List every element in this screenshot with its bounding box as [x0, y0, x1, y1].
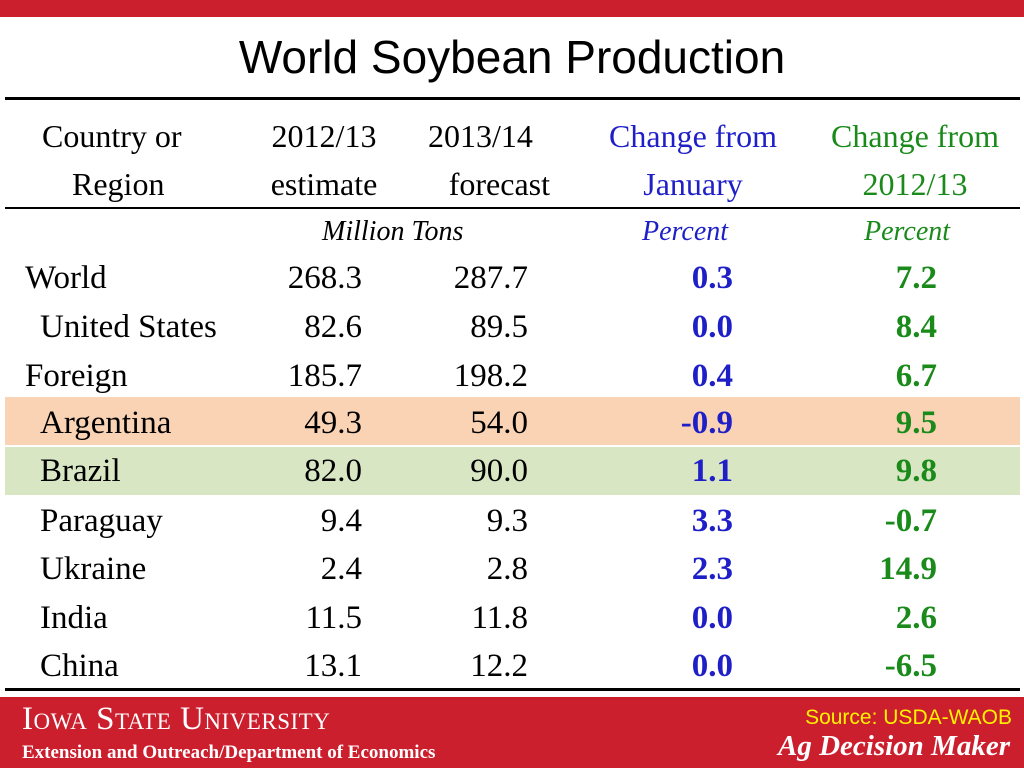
row-forecast: 198.2	[453, 358, 528, 394]
row-forecast: 11.8	[471, 600, 528, 636]
row-change-year: 8.4	[895, 309, 937, 345]
row-change-january: 1.1	[691, 453, 733, 489]
table-row: Foreign 185.7 198.2 0.4 6.7	[0, 352, 1024, 400]
row-estimate: 9.4	[320, 503, 362, 539]
unit-million-tons: Million Tons	[322, 216, 464, 247]
row-change-year: -6.5	[884, 648, 937, 684]
table-top-rule	[5, 97, 1020, 100]
header-estimate: 2012/13 estimate	[270, 118, 378, 202]
row-name: Brazil	[40, 453, 121, 489]
row-name: World	[25, 260, 107, 296]
row-forecast: 287.7	[453, 260, 528, 296]
page-title: World Soybean Production	[238, 31, 786, 83]
row-change-january: 0.3	[691, 260, 733, 296]
row-name: Paraguay	[40, 503, 163, 539]
row-forecast: 89.5	[470, 309, 528, 345]
table-row: India 11.5 11.8 0.0 2.6	[0, 594, 1024, 642]
row-name: United States	[40, 309, 217, 345]
row-change-january: 2.3	[691, 551, 733, 587]
ag-decision-maker-brand: Ag Decision Maker	[778, 730, 1010, 762]
row-estimate: 13.1	[304, 648, 362, 684]
row-change-january: 0.0	[691, 309, 733, 345]
table-row: United States 82.6 89.5 0.0 8.4	[0, 303, 1024, 351]
table-row: Brazil 82.0 90.0 1.1 9.8	[0, 447, 1024, 495]
row-change-year: 9.5	[895, 405, 937, 441]
row-estimate: 82.0	[304, 453, 362, 489]
row-estimate: 185.7	[287, 358, 362, 394]
row-change-january: 3.3	[691, 503, 733, 539]
top-accent-bar	[0, 0, 1024, 17]
row-change-year: 6.7	[895, 358, 937, 394]
row-forecast: 12.2	[470, 648, 528, 684]
row-estimate: 2.4	[320, 551, 362, 587]
row-change-year: -0.7	[884, 503, 937, 539]
argentina-highlight	[5, 397, 1020, 445]
row-forecast: 54.0	[470, 405, 528, 441]
row-estimate: 82.6	[304, 309, 362, 345]
row-change-january: 0.0	[691, 600, 733, 636]
header-country: Country or Region	[42, 118, 182, 202]
brazil-highlight	[5, 447, 1020, 495]
footer-bar	[0, 697, 1024, 768]
table-row: Argentina 49.3 54.0 -0.9 9.5	[0, 399, 1024, 447]
row-change-january: 0.0	[691, 648, 733, 684]
row-estimate: 49.3	[304, 405, 362, 441]
row-forecast: 9.3	[486, 503, 528, 539]
row-forecast: 2.8	[486, 551, 528, 587]
row-change-year: 7.2	[895, 260, 937, 296]
header-change-year: Change from 2012/13	[831, 118, 999, 202]
row-estimate: 268.3	[287, 260, 362, 296]
header-change-january: Change from January	[609, 118, 777, 202]
table-row: Ukraine 2.4 2.8 2.3 14.9	[0, 545, 1024, 593]
row-name: Ukraine	[40, 551, 147, 587]
row-change-year: 14.9	[879, 551, 937, 587]
table-row: China 13.1 12.2 0.0 -6.5	[0, 642, 1024, 690]
row-change-year: 9.8	[895, 453, 937, 489]
table-bottom-rule	[5, 688, 1020, 691]
header-rule	[5, 207, 1020, 209]
row-name: India	[40, 600, 108, 636]
table-row: Paraguay 9.4 9.3 3.3 -0.7	[0, 497, 1024, 545]
row-change-year: 2.6	[895, 600, 937, 636]
table-row: World 268.3 287.7 0.3 7.2	[0, 254, 1024, 302]
row-forecast: 90.0	[470, 453, 528, 489]
row-change-january: -0.9	[680, 405, 733, 441]
row-estimate: 11.5	[305, 600, 362, 636]
unit-percent-year: Percent	[864, 216, 951, 247]
row-name: Foreign	[25, 358, 128, 394]
source-note: Source: USDA-WAOB	[805, 706, 1012, 729]
university-wordmark: Iowa State University	[22, 701, 331, 737]
row-change-january: 0.4	[691, 358, 733, 394]
row-name: China	[40, 648, 119, 684]
row-name: Argentina	[40, 405, 172, 441]
department-label: Extension and Outreach/Department of Eco…	[22, 742, 436, 763]
unit-percent-january: Percent	[642, 216, 729, 247]
header-forecast: 2013/14 forecast	[428, 118, 550, 202]
